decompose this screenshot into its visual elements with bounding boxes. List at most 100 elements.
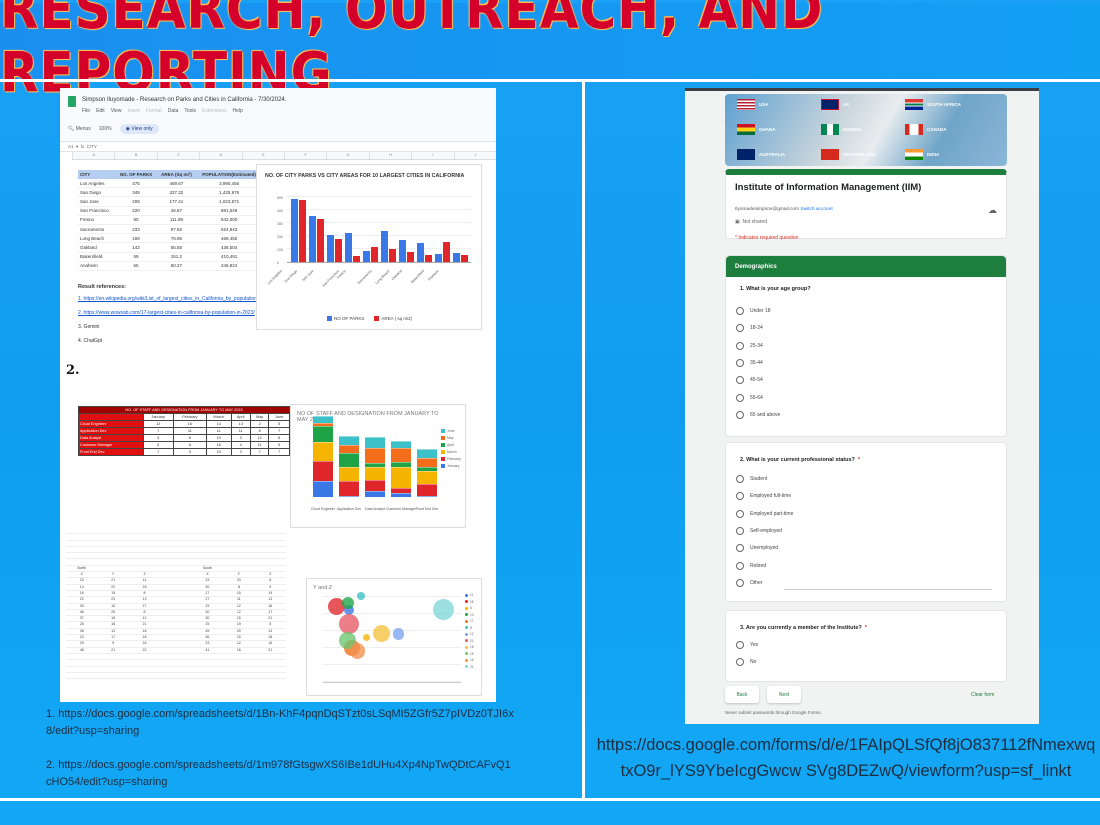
table-row: 23 17 18 36 15 18	[66, 635, 286, 642]
legend-item: 8	[465, 626, 474, 630]
radio-option[interactable]: 25-34	[736, 341, 763, 350]
radio-button[interactable]	[736, 578, 744, 587]
radio-option[interactable]: Under 18	[736, 307, 771, 315]
table-row: 46 25 8 30 12 17	[66, 610, 286, 617]
table-row: 37 18 12 30 15 21	[66, 616, 286, 623]
other-text-input[interactable]	[784, 589, 992, 590]
radio-option[interactable]: Unemployed	[736, 544, 778, 553]
table-cell: 233	[115, 224, 157, 235]
radio-option[interactable]: 18-24	[736, 324, 763, 333]
banner-title: RESEARCH, OUTREACH, AND REPORTING	[0, 0, 824, 105]
search-menus[interactable]: 🔍︎ Menus	[68, 126, 91, 132]
question-1: 1. What is your age group?	[740, 286, 811, 292]
table-cell: 1,023,871	[196, 196, 262, 207]
table-cell: 59	[115, 252, 157, 262]
next-button[interactable]: Next	[767, 686, 801, 703]
table-cell: Bakersfield	[78, 252, 116, 262]
stacked-bar	[313, 416, 333, 497]
back-button[interactable]: Back	[725, 686, 759, 703]
table-row: 35 10 17 15 12 16	[66, 604, 286, 610]
radio-button[interactable]	[736, 376, 744, 385]
radio-option[interactable]: 65 and above	[736, 410, 780, 419]
flag-icon	[905, 149, 923, 160]
bar	[345, 232, 352, 262]
radio-option[interactable]: Employed part-time	[736, 509, 793, 518]
menu-data[interactable]: Data	[167, 108, 179, 114]
table-cell: Long Beach	[78, 233, 116, 244]
menu-view[interactable]: View	[110, 108, 122, 114]
table-row: Application Dev 7 11 11 11 6 7	[78, 427, 290, 435]
result-references: Result references: 1. https://en.wikiped…	[78, 284, 257, 344]
menu-tools[interactable]: Tools	[184, 108, 197, 114]
radio-option[interactable]: Self-employed	[736, 526, 782, 535]
bar	[425, 254, 432, 262]
legend-item: 18	[465, 600, 474, 604]
radio-button[interactable]	[736, 410, 744, 419]
table-cell: Oakland	[78, 242, 116, 253]
spreadsheet-link-2[interactable]: 2. https://docs.google.com/spreadsheets/…	[46, 759, 511, 788]
legend-item: 16	[465, 658, 474, 662]
radio-option[interactable]: Other	[736, 578, 763, 587]
radio-button[interactable]	[736, 393, 744, 402]
radio-option[interactable]: Employed full-time	[736, 492, 791, 501]
bar-group	[435, 242, 450, 262]
x-tick-label: Long Beach	[374, 269, 391, 286]
radio-option[interactable]: No	[736, 658, 756, 667]
table-cell: 46.87	[156, 206, 197, 216]
menu-file[interactable]: File	[82, 108, 91, 114]
stacked-bar	[417, 448, 437, 497]
radio-button[interactable]	[736, 341, 744, 350]
radio-button[interactable]	[736, 641, 744, 649]
legend-item: February	[441, 457, 461, 462]
spreadsheet-link-1[interactable]: 1. https://docs.google.com/spreadsheets/…	[46, 708, 514, 737]
table-cell: 111.89	[156, 215, 197, 225]
sheet-title: Simpson Iluyomade - Research on Parks an…	[82, 97, 287, 103]
bubble	[339, 613, 360, 634]
radio-option[interactable]: 45-54	[736, 376, 763, 385]
radio-button[interactable]	[736, 307, 744, 315]
table-cell: 469,450	[196, 233, 262, 244]
google-form-screenshot: USA UK SOUTH AFRICA GHANA NIGERIA CANADA AUSTR…	[685, 88, 1039, 724]
reference-link[interactable]: 1. https://en.wikipedia.org/wiki/List_of…	[78, 296, 257, 302]
radio-button[interactable]	[736, 324, 744, 333]
reference-link[interactable]: 2. https://www.wowsab.com/17-largest-cit…	[78, 310, 255, 316]
table-cell: 220	[115, 206, 157, 216]
menu-insert[interactable]: Insert	[127, 108, 140, 114]
radio-button[interactable]	[736, 526, 744, 535]
view-only-button[interactable]: ◉ View only	[119, 124, 159, 134]
legend-item: 11	[465, 593, 474, 597]
radio-button[interactable]	[736, 509, 744, 518]
radio-button[interactable]	[736, 358, 744, 367]
bar	[417, 243, 424, 262]
flag-label: UK	[843, 102, 850, 107]
radio-option[interactable]: Yes	[736, 641, 758, 649]
menu-extensions[interactable]: Extensions	[202, 108, 227, 114]
table-cell: Los Angeles	[78, 179, 116, 189]
radio-option[interactable]: Retired	[736, 561, 766, 570]
flag-label: CANADA	[927, 127, 947, 132]
radio-button[interactable]	[736, 658, 744, 667]
radio-button[interactable]	[736, 475, 744, 483]
form-header-card: Institute of Information Management (IIM…	[725, 169, 1007, 241]
menu-edit[interactable]: Edit	[96, 108, 105, 114]
bar	[335, 238, 342, 262]
radio-option[interactable]: 35-44	[736, 358, 763, 367]
menu-help[interactable]: Help	[232, 108, 243, 114]
reference-item: 4. ChatGpt	[78, 338, 103, 344]
clear-form-button[interactable]: Clear form	[971, 692, 995, 698]
legend-item: 21	[465, 639, 474, 643]
radio-option[interactable]: 55-64	[736, 393, 763, 402]
legend-item: 18	[465, 652, 474, 656]
bar	[443, 242, 450, 262]
table-cell: 80	[115, 215, 157, 225]
radio-button[interactable]	[736, 561, 744, 570]
radio-option[interactable]: Student	[736, 475, 767, 483]
menu-format[interactable]: Format	[145, 108, 162, 114]
switch-account-link[interactable]: Switch account	[800, 207, 833, 212]
radio-button[interactable]	[736, 544, 744, 553]
table-cell: 97.92	[156, 224, 197, 235]
legend-item: 12	[465, 632, 474, 636]
radio-button[interactable]	[736, 492, 744, 501]
form-link[interactable]: https://docs.google.com/forms/d/e/1FAIpQ…	[596, 736, 1096, 780]
zoom-select[interactable]: 100%	[98, 126, 112, 132]
